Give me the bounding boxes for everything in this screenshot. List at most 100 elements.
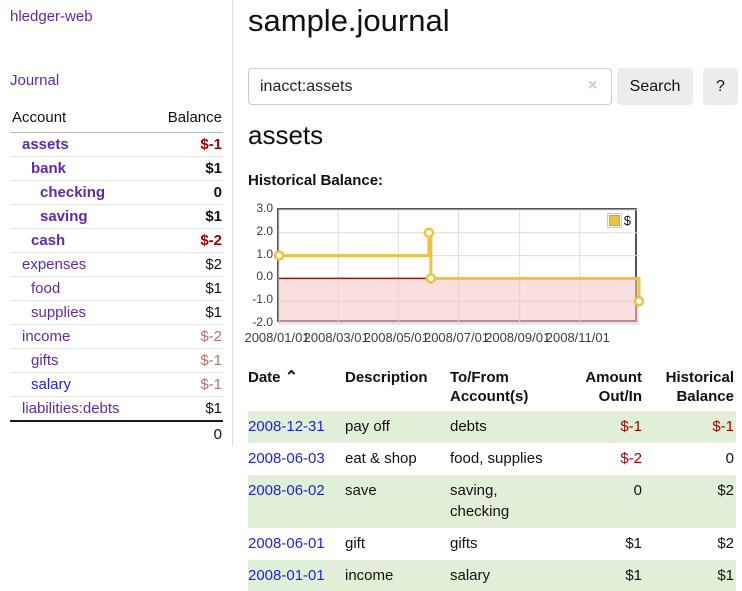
account-balance: 0 [150, 181, 223, 205]
y-axis-tick: 2.0 [248, 224, 273, 238]
table-row: 2008-06-03 eat & shop food, supplies $-2… [248, 443, 736, 475]
legend-label: $ [624, 213, 631, 228]
sort-asc-icon: ⌃ [285, 369, 298, 386]
transaction-balance: 0 [644, 443, 736, 475]
transaction-accounts: gifts [450, 528, 572, 560]
transaction-description: save [345, 475, 450, 528]
account-balance: $-2 [150, 325, 223, 349]
transaction-balance: $2 [644, 528, 736, 560]
account-balance: $-1 [150, 373, 223, 397]
account-link-salary[interactable]: salary [31, 376, 71, 393]
transaction-amount: $1 [572, 528, 644, 560]
account-row: income $-2 [10, 325, 223, 349]
x-axis-tick: 2008/07/01 [424, 330, 489, 345]
account-balance: $1 [150, 301, 223, 325]
account-link-income[interactable]: income [22, 328, 70, 345]
account-balance: $-2 [150, 229, 223, 253]
account-row: food$1 [10, 277, 223, 301]
account-link-food[interactable]: food [31, 280, 60, 297]
brand-link[interactable]: hledger-web [10, 8, 93, 25]
account-row: checking 0 [10, 181, 223, 205]
table-row: 2008-12-31 pay off debts $-1 $-1 [248, 411, 736, 443]
transaction-balance: $1 [644, 560, 736, 591]
account-row: expenses $2 [10, 253, 223, 277]
chart-title: Historical Balance: [248, 172, 383, 189]
transaction-amount: $1 [572, 560, 644, 591]
legend-swatch [609, 215, 620, 226]
y-axis-tick: 1.0 [248, 247, 273, 261]
table-row: 2008-01-01 income salary $1 $1 [248, 560, 736, 591]
accounts-table: Account Balance assets $-1 bank $1 checkin… [10, 106, 223, 446]
search-bar: × Search ? [248, 68, 736, 105]
register-table: Date ⌃ Description To/From Account(s) Am… [248, 364, 736, 591]
accounts-col-balance: Balance [150, 106, 223, 133]
transaction-balance: $2 [644, 475, 736, 528]
account-balance: $1 [150, 205, 223, 229]
search-input[interactable] [248, 68, 612, 105]
accounts-total: 0 [150, 421, 223, 446]
table-row: 2008-06-02 save saving, checking 0 $2 [248, 475, 736, 528]
col-amount: Amount Out/In [572, 364, 644, 411]
clear-search-icon[interactable]: × [588, 77, 597, 95]
transaction-balance: $-1 [644, 411, 736, 443]
transaction-amount: 0 [572, 475, 644, 528]
account-link-assets[interactable]: assets [22, 136, 69, 153]
transaction-description: pay off [345, 411, 450, 443]
col-balance: Historical Balance [644, 364, 736, 411]
account-balance: $1 [150, 397, 223, 422]
x-axis-tick: 2008/05/01 [364, 330, 429, 345]
account-row: salary $-1 [10, 373, 223, 397]
transaction-date-link[interactable]: 2008-06-01 [248, 535, 325, 552]
account-row: assets $-1 [10, 133, 223, 157]
accounts-col-account: Account [10, 106, 150, 133]
transaction-description: eat & shop [345, 443, 450, 475]
col-accounts: To/From Account(s) [450, 364, 572, 411]
chart-legend: $ [607, 213, 631, 228]
transaction-date-link[interactable]: 2008-01-01 [248, 567, 325, 584]
search-button[interactable]: Search [617, 68, 693, 105]
help-button[interactable]: ? [703, 68, 738, 105]
transaction-description: income [345, 560, 450, 591]
x-axis-tick: 2008/03/01 [304, 330, 369, 345]
account-balance: $1 [150, 157, 223, 181]
transaction-amount: $-2 [572, 443, 644, 475]
account-row: cash $-2 [10, 229, 223, 253]
account-balance: $-1 [150, 349, 223, 373]
transaction-description: gift [345, 528, 450, 560]
transaction-accounts: salary [450, 560, 572, 591]
account-link-liabilities-debts[interactable]: liabilities:debts [22, 400, 120, 417]
x-axis-tick: 2008/09/01 [485, 330, 550, 345]
transaction-date-link[interactable]: 2008-12-31 [248, 418, 325, 435]
transaction-date-link[interactable]: 2008-06-03 [248, 450, 325, 467]
x-axis-tick: 2008/11/01 [546, 330, 610, 345]
accounts-total-row: 0 [10, 421, 223, 446]
account-row: bank $1 [10, 157, 223, 181]
y-axis-tick: -2.0 [248, 315, 273, 329]
col-date[interactable]: Date ⌃ [248, 364, 345, 411]
page-title: sample.journal [248, 3, 450, 39]
transaction-accounts: food, supplies [450, 443, 572, 475]
account-link-saving[interactable]: saving [40, 208, 88, 225]
transaction-date-link[interactable]: 2008-06-02 [248, 482, 325, 499]
account-balance: $2 [150, 253, 223, 277]
transaction-accounts: saving, checking [450, 475, 572, 528]
account-row: liabilities:debts $1 [10, 397, 223, 422]
x-axis-tick: 2008/01/01 [244, 330, 309, 345]
sidebar-item-journal[interactable]: Journal [10, 72, 59, 89]
account-link-bank[interactable]: bank [31, 160, 66, 177]
account-link-checking[interactable]: checking [40, 184, 105, 201]
account-link-gifts[interactable]: gifts [31, 352, 59, 369]
account-row: supplies $1 [10, 301, 223, 325]
transaction-amount: $-1 [572, 411, 644, 443]
y-axis-tick: -1.0 [248, 292, 273, 306]
transaction-accounts: debts [450, 411, 572, 443]
account-row: saving $1 [10, 205, 223, 229]
account-link-cash[interactable]: cash [31, 232, 65, 249]
account-heading: assets [248, 120, 323, 151]
accounts-header: Account Balance [10, 106, 223, 133]
register-header: Date ⌃ Description To/From Account(s) Am… [248, 364, 736, 411]
account-link-supplies[interactable]: supplies [31, 304, 86, 321]
account-balance: $-1 [150, 133, 223, 157]
account-link-expenses[interactable]: expenses [22, 256, 86, 273]
